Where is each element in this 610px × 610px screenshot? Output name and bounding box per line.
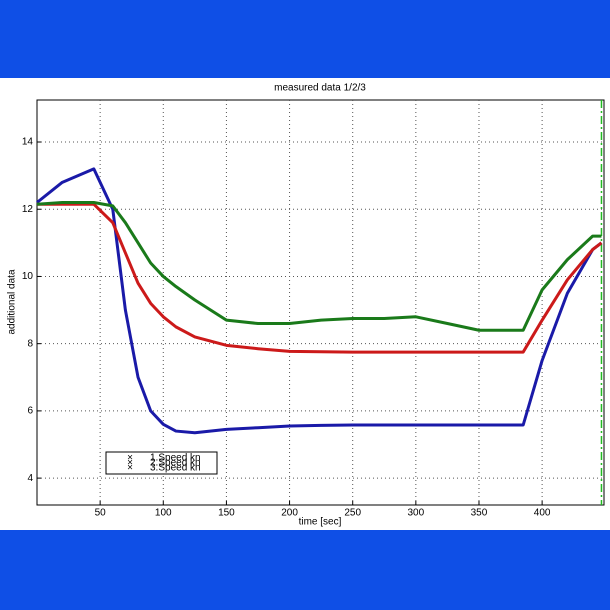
legend-label: 3.Speed kn bbox=[150, 463, 201, 474]
legend-marker: × bbox=[127, 458, 133, 469]
plot-area bbox=[36, 99, 605, 506]
series-line bbox=[36, 201, 602, 332]
y-axis-label: additional data bbox=[7, 269, 18, 334]
x-tick-label: 200 bbox=[281, 508, 298, 519]
x-tick-label: 150 bbox=[218, 508, 235, 519]
x-axis-label: time [sec] bbox=[299, 517, 342, 528]
y-tick-label: 14 bbox=[22, 137, 34, 148]
chart-title: measured data 1/2/3 bbox=[274, 83, 366, 94]
y-tick-label: 10 bbox=[22, 271, 34, 282]
legend-label: 2.Speed kn bbox=[150, 458, 201, 469]
x-tick-label: 50 bbox=[95, 508, 107, 519]
x-tick-label: 350 bbox=[471, 508, 488, 519]
y-tick-label: 6 bbox=[27, 406, 33, 417]
y-tick-label: 8 bbox=[27, 338, 33, 349]
x-tick-label: 100 bbox=[155, 508, 172, 519]
y-tick-label: 12 bbox=[22, 204, 34, 215]
x-tick-label: 300 bbox=[407, 508, 424, 519]
legend-marker: × bbox=[127, 453, 133, 464]
legend-box bbox=[105, 451, 218, 475]
legend-label: 1.Speed kn bbox=[150, 453, 201, 464]
series-line bbox=[36, 167, 603, 435]
legend-marker: × bbox=[127, 463, 133, 474]
x-tick-label: 400 bbox=[534, 508, 551, 519]
y-tick-label: 4 bbox=[27, 473, 33, 484]
series-line bbox=[37, 202, 603, 354]
x-tick-label: 250 bbox=[344, 508, 361, 519]
